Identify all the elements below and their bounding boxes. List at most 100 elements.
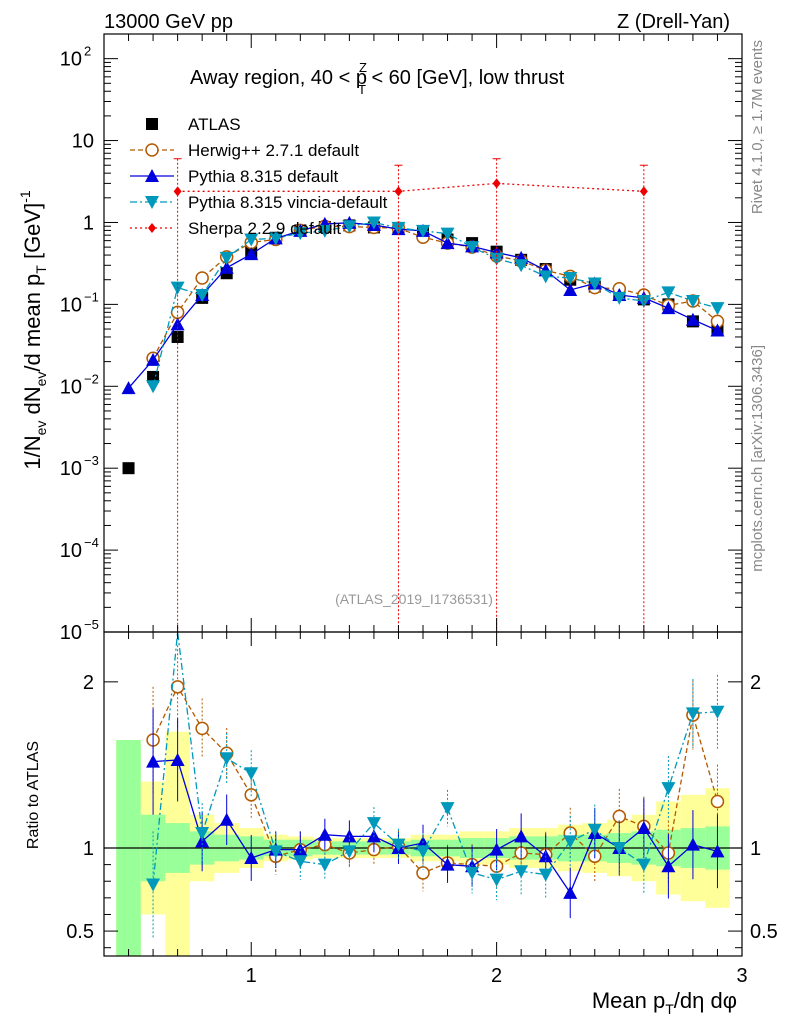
y-tick-label: 10 bbox=[60, 458, 82, 480]
analysis-watermark: (ATLAS_2019_I1736531) bbox=[335, 591, 493, 607]
legend-entry-1: Herwig++ 2.7.1 default bbox=[130, 141, 359, 160]
series-line bbox=[152, 225, 718, 359]
rivet-label: Rivet 4.1.0, ≥ 1.7M events bbox=[749, 40, 766, 214]
legend-marker bbox=[145, 196, 159, 209]
title-pre: Away region, 40 < p bbox=[190, 67, 367, 89]
ratio-point bbox=[366, 817, 381, 831]
series-0 bbox=[122, 219, 724, 475]
ratio-point bbox=[489, 873, 504, 887]
legend-label: Sherpa 2.2.9 default bbox=[188, 219, 341, 238]
y-tick-label: 1 bbox=[83, 212, 94, 234]
y-tick-exponent: −3 bbox=[84, 453, 99, 468]
y-tick-exponent: −4 bbox=[84, 535, 99, 550]
ratio-point bbox=[710, 794, 725, 809]
ratio-point bbox=[317, 858, 332, 872]
y-tick-exponent: 2 bbox=[84, 44, 91, 59]
ratio-point bbox=[195, 827, 210, 841]
ratio-point bbox=[416, 866, 430, 880]
data-point bbox=[563, 282, 578, 296]
ratio-point bbox=[636, 858, 651, 872]
data-point bbox=[661, 301, 676, 315]
ratio-point bbox=[293, 842, 308, 856]
ratio-point bbox=[587, 823, 602, 837]
legend: ATLAS Herwig++ 2.7.1 default Pythia 8.315 … bbox=[130, 115, 388, 238]
ratio-y-tick-label: 1 bbox=[83, 838, 94, 860]
ratio-point bbox=[465, 866, 480, 880]
ratio-y-tick-label-right: 0.5 bbox=[750, 921, 778, 943]
y-tick-exponent: −5 bbox=[84, 617, 99, 632]
legend-entry-2: Pythia 8.315 default bbox=[130, 167, 339, 186]
ratio-point bbox=[146, 878, 161, 892]
title-post: < 60 [GeV], low thrust bbox=[366, 67, 565, 89]
ratio-point bbox=[244, 767, 259, 781]
data-point bbox=[685, 294, 700, 308]
data-point bbox=[366, 216, 381, 230]
x-tick-label: 1 bbox=[246, 965, 257, 987]
xlabel-a-sub: T bbox=[665, 1001, 674, 1017]
x-axis-label: Mean pT/dη dφ bbox=[592, 988, 737, 1017]
data-point bbox=[317, 224, 332, 238]
data-point bbox=[514, 259, 529, 273]
title-sub: T bbox=[358, 82, 366, 97]
data-point bbox=[146, 380, 161, 394]
series-line bbox=[128, 222, 718, 389]
y-tick-label: 10 bbox=[60, 622, 82, 644]
data-point bbox=[146, 352, 161, 366]
ratio-point bbox=[563, 885, 578, 899]
data-point bbox=[122, 462, 135, 475]
y-tick-label: 10 bbox=[60, 540, 82, 562]
data-point bbox=[394, 186, 403, 197]
legend-entry-4: Sherpa 2.2.9 default bbox=[130, 219, 341, 238]
xlabel-b: /dη dφ bbox=[674, 988, 737, 1013]
legend-label: Herwig++ 2.7.1 default bbox=[188, 141, 359, 160]
ratio-point bbox=[514, 865, 529, 879]
ratio-y-tick-label: 0.5 bbox=[66, 921, 94, 943]
ylabel-d: [GeV] bbox=[20, 203, 45, 265]
y-tick-exponent: −1 bbox=[84, 289, 99, 304]
legend-label: ATLAS bbox=[188, 115, 241, 134]
ratio-y-tick-label-right: 2 bbox=[750, 672, 761, 694]
ratio-point bbox=[170, 752, 185, 766]
ratio-point bbox=[219, 812, 234, 826]
data-point bbox=[492, 178, 501, 189]
data-point bbox=[661, 286, 676, 300]
data-point bbox=[147, 370, 160, 383]
mcplots-label: mcplots.cern.ch [arXiv:1306.3436] bbox=[749, 345, 766, 572]
data-point bbox=[342, 220, 357, 234]
ratio-point bbox=[514, 829, 529, 843]
xlabel-a: Mean p bbox=[592, 988, 665, 1013]
data-point bbox=[440, 236, 455, 250]
y-tick-exponent: −2 bbox=[84, 371, 99, 386]
ratio-y-tick-label-right: 1 bbox=[750, 838, 761, 860]
legend-marker bbox=[146, 118, 158, 130]
data-point bbox=[685, 312, 700, 326]
data-point bbox=[612, 291, 627, 305]
data-point bbox=[244, 233, 259, 247]
series-line bbox=[177, 182, 644, 192]
header-right: Z (Drell-Yan) bbox=[617, 11, 730, 33]
series-3 bbox=[146, 216, 725, 394]
ratio-point bbox=[219, 752, 234, 766]
ratio-point bbox=[342, 845, 357, 859]
ratio-point bbox=[440, 802, 455, 816]
legend-entry-3: Pythia 8.315 vincia-default bbox=[130, 193, 388, 212]
legend-marker bbox=[145, 143, 159, 157]
legend-entry-0: ATLAS bbox=[146, 115, 241, 134]
ratio-point bbox=[636, 821, 651, 835]
data-point bbox=[710, 323, 725, 337]
ratio-point bbox=[710, 705, 725, 719]
legend-marker bbox=[145, 169, 159, 182]
header-left: 13000 GeV pp bbox=[104, 11, 233, 33]
series-4 bbox=[173, 158, 648, 632]
chart-title: Away region, 40 < pZ T < 60 [GeV], low th… bbox=[190, 60, 565, 97]
ratio-point bbox=[440, 857, 455, 871]
data-point bbox=[219, 251, 234, 265]
ratio-point bbox=[293, 855, 308, 869]
data-point bbox=[195, 271, 209, 285]
ratio-point bbox=[317, 827, 332, 841]
ratio-point bbox=[244, 850, 259, 864]
data-point bbox=[121, 381, 136, 395]
data-point bbox=[639, 186, 648, 197]
ratio-series-3 bbox=[146, 631, 725, 938]
y-tick-label: 10 bbox=[60, 294, 82, 316]
